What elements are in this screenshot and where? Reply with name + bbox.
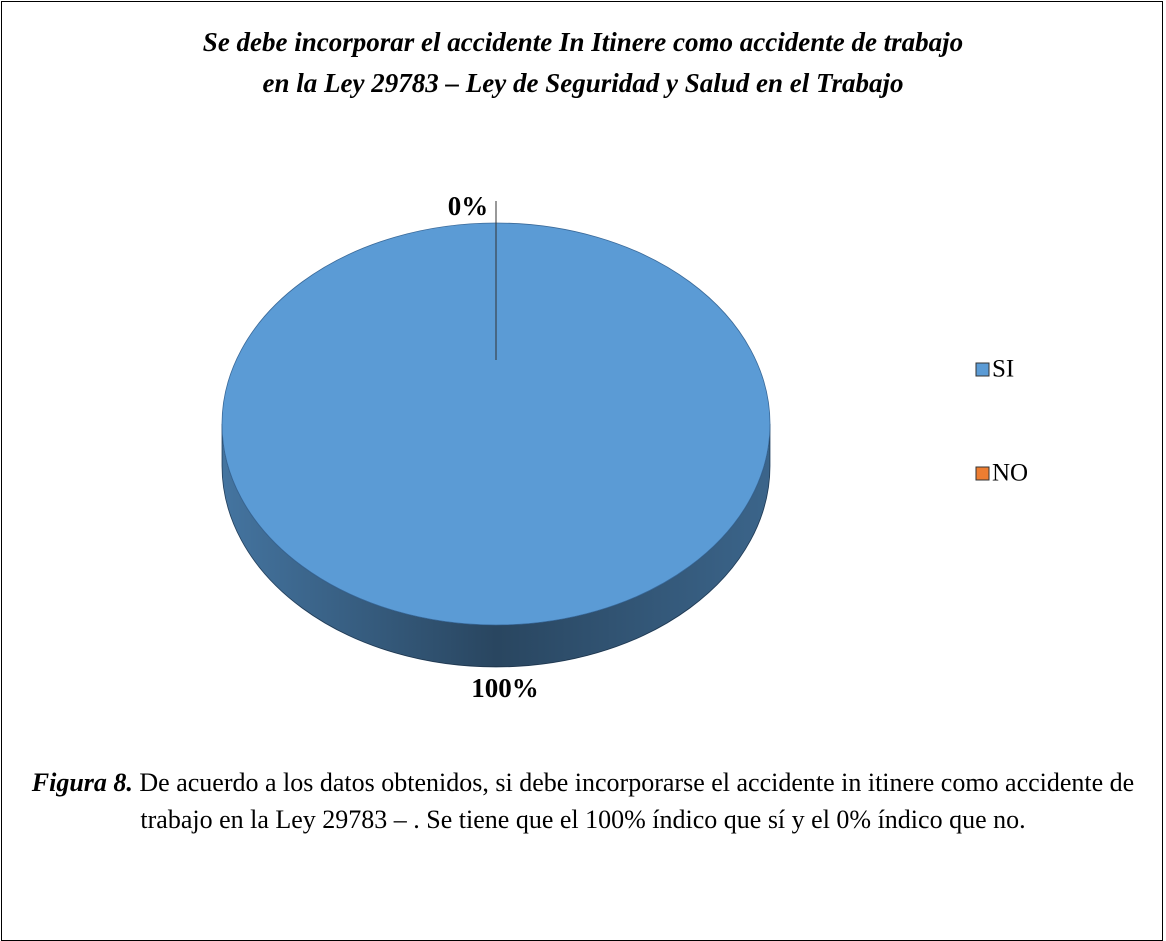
data-label: 100% [471, 673, 539, 703]
caption-label: Figura 8. [31, 768, 133, 797]
pie-side-shade [222, 424, 770, 667]
caption-text: De acuerdo a los datos obtenidos, si deb… [139, 768, 1135, 834]
legend-swatch [975, 466, 990, 481]
legend-label: SI [992, 356, 1014, 383]
caption: Figura 8. De acuerdo a los datos obtenid… [20, 764, 1146, 838]
chart-title: en la Ley 29783 – Ley de Seguridad y Sal… [263, 68, 904, 98]
legend-label: NO [992, 460, 1028, 487]
legend-swatch [975, 362, 990, 377]
data-label: 0% [448, 191, 489, 221]
chart-title: Se debe incorporar el accidente In Itine… [203, 27, 963, 57]
chart: Se debe incorporar el accidente In Itine… [203, 27, 1028, 703]
